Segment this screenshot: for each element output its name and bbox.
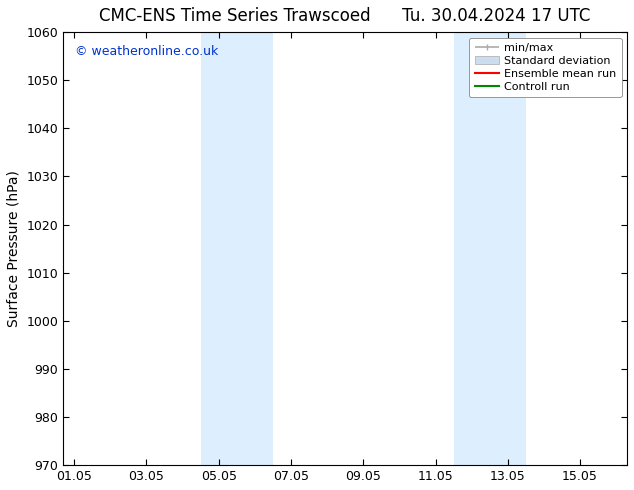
Legend: min/max, Standard deviation, Ensemble mean run, Controll run: min/max, Standard deviation, Ensemble me… [469,38,621,97]
Y-axis label: Surface Pressure (hPa): Surface Pressure (hPa) [7,170,21,327]
Text: © weatheronline.co.uk: © weatheronline.co.uk [75,45,217,58]
Bar [453,32,526,465]
Bar [200,32,273,465]
Title: CMC-ENS Time Series Trawscoed      Tu. 30.04.2024 17 UTC: CMC-ENS Time Series Trawscoed Tu. 30.04.… [100,7,591,25]
